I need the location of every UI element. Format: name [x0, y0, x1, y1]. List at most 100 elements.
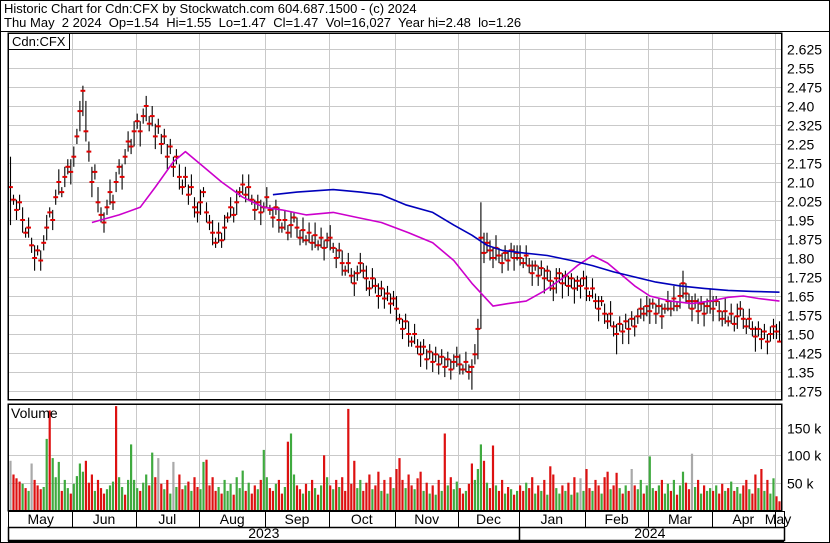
volume-bar	[600, 493, 603, 510]
close-tick	[385, 292, 390, 295]
close-tick	[409, 340, 414, 343]
volume-bar	[386, 493, 389, 510]
close-tick	[400, 327, 405, 330]
volume-bar	[196, 487, 199, 510]
close-tick	[638, 307, 644, 310]
close-tick	[29, 244, 34, 247]
volume-bar	[651, 488, 654, 510]
close-tick	[273, 206, 279, 209]
close-tick	[430, 360, 436, 363]
close-tick	[599, 300, 604, 303]
close-tick	[38, 259, 44, 262]
close-tick	[348, 274, 354, 277]
volume-bar	[48, 410, 51, 510]
close-tick	[454, 355, 460, 358]
month-label: May	[27, 511, 53, 527]
close-tick	[526, 264, 532, 267]
price-tick-label: 1.875	[787, 232, 822, 248]
close-tick	[722, 310, 728, 313]
close-tick	[71, 155, 77, 158]
close-tick	[728, 312, 734, 315]
volume-bar	[709, 488, 712, 510]
volume-bar	[247, 482, 250, 510]
volume-bar	[295, 485, 299, 510]
close-tick	[680, 282, 686, 285]
volume-bar	[669, 490, 672, 510]
volume-bar	[142, 482, 145, 510]
close-tick	[451, 360, 457, 363]
close-tick	[418, 353, 423, 356]
close-tick	[210, 231, 215, 234]
close-tick	[333, 257, 339, 259]
volume-bar	[760, 469, 763, 510]
volume-bar	[205, 459, 208, 510]
volume-bar	[700, 493, 703, 510]
volume-bar	[416, 478, 419, 510]
year-label: 2023	[248, 525, 279, 541]
close-tick	[710, 307, 716, 310]
close-tick	[167, 145, 173, 148]
close-tick	[47, 211, 53, 214]
close-tick	[26, 226, 31, 229]
volume-bar	[118, 477, 121, 510]
close-tick	[119, 175, 125, 178]
volume-bar	[449, 477, 452, 510]
volume-bar	[96, 479, 100, 510]
volume-tick-label: 100 k	[787, 448, 822, 464]
volume-bar	[552, 474, 555, 510]
volume-bar	[446, 485, 449, 510]
close-tick	[113, 181, 119, 183]
close-tick	[376, 295, 381, 297]
close-tick	[593, 300, 598, 303]
close-tick	[312, 234, 318, 237]
volume-bar	[407, 474, 410, 510]
close-tick	[149, 115, 155, 118]
close-tick	[575, 279, 580, 282]
close-tick	[647, 310, 653, 313]
volume-bar	[510, 489, 513, 510]
volume-bar	[585, 469, 588, 510]
volume-bar	[93, 490, 96, 510]
volume-bar	[715, 485, 718, 510]
close-tick	[180, 186, 185, 189]
volume-bar	[675, 494, 679, 510]
volume-bar	[377, 471, 380, 510]
volume-bar	[395, 469, 398, 510]
close-tick	[686, 300, 692, 303]
volume-bar	[33, 479, 36, 510]
volume-bar	[84, 460, 87, 510]
close-tick	[357, 262, 363, 265]
close-tick	[216, 231, 221, 234]
volume-bar	[362, 490, 365, 510]
close-tick	[336, 249, 342, 252]
volume-bar	[573, 477, 576, 510]
close-tick	[207, 221, 212, 224]
year-label: 2024	[634, 525, 665, 541]
close-tick	[137, 130, 143, 133]
close-tick	[677, 295, 683, 297]
volume-bar	[87, 482, 90, 510]
volume-bar	[570, 494, 573, 510]
volume-bar	[742, 485, 745, 510]
close-tick	[713, 300, 719, 303]
volume-bar	[597, 485, 600, 510]
close-tick	[74, 135, 80, 138]
volume-bar	[630, 469, 633, 510]
price-tick-label: 2.325	[787, 118, 822, 134]
volume-bar	[621, 493, 624, 510]
ma-short-line	[91, 150, 780, 307]
close-tick	[671, 297, 677, 300]
price-tick-label: 2.175	[787, 156, 822, 172]
close-tick	[560, 282, 565, 285]
volume-bar	[718, 493, 721, 510]
year-band	[7, 526, 786, 542]
close-tick	[653, 312, 659, 315]
volume-bar	[253, 485, 256, 510]
close-tick	[391, 297, 396, 300]
volume-bar	[690, 453, 694, 510]
volume-bar	[494, 485, 498, 510]
close-tick	[264, 196, 270, 199]
close-tick	[270, 216, 276, 219]
close-tick	[373, 284, 378, 287]
